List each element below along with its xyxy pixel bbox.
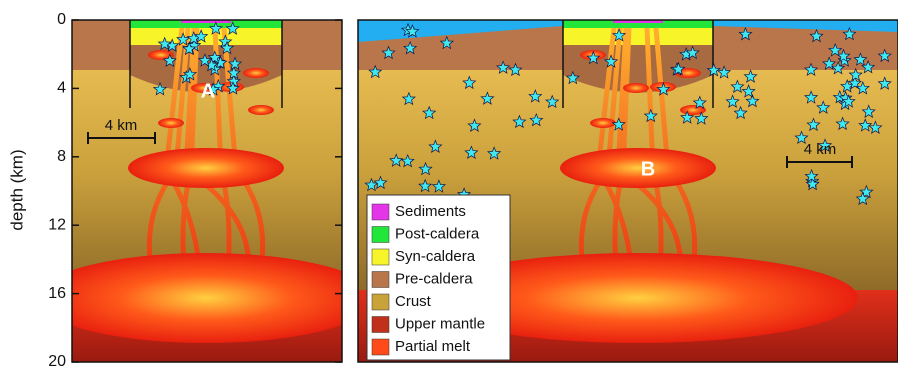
legend-label: Partial melt [395, 338, 471, 355]
axis-label: depth (km) [7, 149, 26, 230]
melt-pocket [248, 105, 274, 115]
panel-label: A [201, 80, 215, 102]
legend-swatch [372, 227, 389, 243]
y-tick-label: 8 [57, 148, 66, 165]
y-tick-label: 16 [48, 285, 66, 302]
melt-body [128, 148, 284, 188]
y-tick-label: 4 [57, 80, 66, 97]
panel-a [36, 18, 376, 362]
melt-body [560, 148, 716, 188]
legend-swatch [372, 249, 389, 265]
panel-label: B [641, 158, 655, 180]
legend-swatch [372, 317, 389, 333]
y-tick-label: 20 [48, 353, 66, 367]
legend-label: Post-caldera [395, 225, 480, 242]
y-tick-label: 12 [48, 216, 66, 233]
legend-swatch [372, 339, 389, 355]
melt-pocket [158, 118, 184, 128]
figure: depth (km) 0 4 8 12 16 20 A B 4 km 4 km Sedim… [0, 0, 898, 367]
legend-label: Pre-caldera [395, 270, 473, 287]
y-tick-label: 0 [57, 11, 66, 28]
scale-label: 4 km [804, 141, 837, 158]
legend-swatch [372, 204, 389, 220]
legend-label: Syn-caldera [395, 248, 476, 265]
legend-label: Upper mantle [395, 315, 485, 332]
legend-label: Crust [395, 293, 432, 310]
legend-label: Sediments [395, 203, 466, 220]
legend-swatch [372, 272, 389, 288]
scale-label: 4 km [105, 117, 138, 134]
melt-pocket [243, 68, 269, 78]
melt-pocket [590, 118, 616, 128]
melt-body [36, 253, 376, 343]
legend-swatch [372, 294, 389, 310]
melt-pocket [623, 83, 649, 93]
